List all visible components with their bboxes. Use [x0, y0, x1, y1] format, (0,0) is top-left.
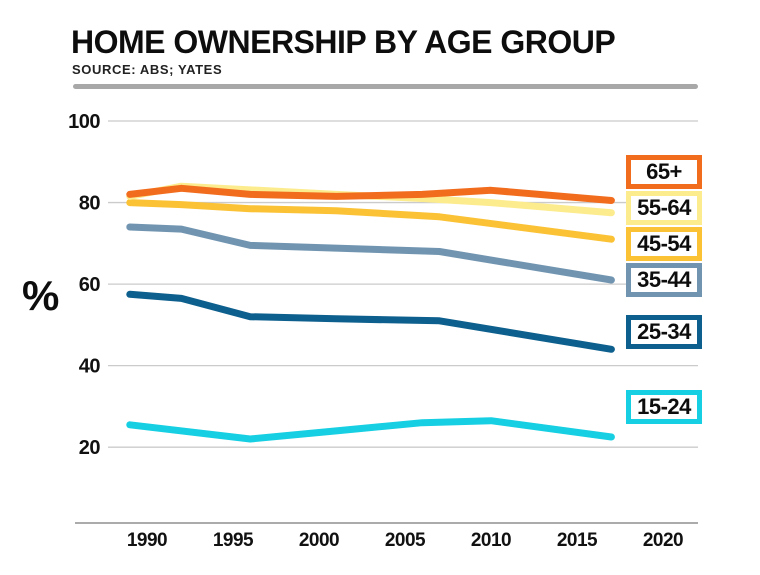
- x-tick-label-2005: 2005: [385, 530, 426, 551]
- legend-item-55-64: 55-64: [626, 191, 702, 225]
- series-line-25-34: [126, 290, 615, 353]
- series-line-15-24: [126, 417, 615, 443]
- y-tick-label-100: 100: [68, 111, 100, 133]
- header-divider-bar: [73, 84, 698, 89]
- legend-item-25-34: 25-34: [626, 315, 702, 349]
- y-tick-label-40: 40: [79, 356, 101, 378]
- legend-item-35-44: 35-44: [626, 263, 702, 297]
- y-tick-label-20: 20: [79, 437, 101, 459]
- x-tick-label-2020: 2020: [643, 530, 683, 551]
- x-tick-label-2010: 2010: [471, 530, 511, 551]
- legend-label: 15-24: [637, 394, 691, 419]
- page-title: HOME OWNERSHIP BY AGE GROUP: [71, 24, 616, 60]
- legend-item-15-24: 15-24: [626, 390, 702, 424]
- legend-label: 45-54: [637, 231, 691, 256]
- source-caption: SOURCE: ABS; YATES: [72, 62, 223, 77]
- y-axis-label: %: [22, 272, 60, 319]
- series-line-45-54: [126, 199, 615, 243]
- series-line-65+: [126, 184, 615, 204]
- y-tick-label-80: 80: [79, 193, 101, 215]
- y-tick-label-60: 60: [79, 274, 101, 296]
- legend-label: 25-34: [637, 319, 691, 344]
- series-line-35-44: [126, 223, 615, 284]
- x-tick-label-2015: 2015: [557, 530, 598, 551]
- legend-item-65+: 65+: [626, 155, 702, 189]
- x-tick-label-1990: 1990: [127, 530, 167, 551]
- x-tick-label-1995: 1995: [213, 530, 254, 551]
- legend-label: 35-44: [637, 267, 691, 292]
- legend-item-45-54: 45-54: [626, 227, 702, 261]
- legend-label: 65+: [646, 159, 682, 184]
- x-tick-label-2000: 2000: [299, 530, 339, 551]
- legend-label: 55-64: [637, 195, 691, 220]
